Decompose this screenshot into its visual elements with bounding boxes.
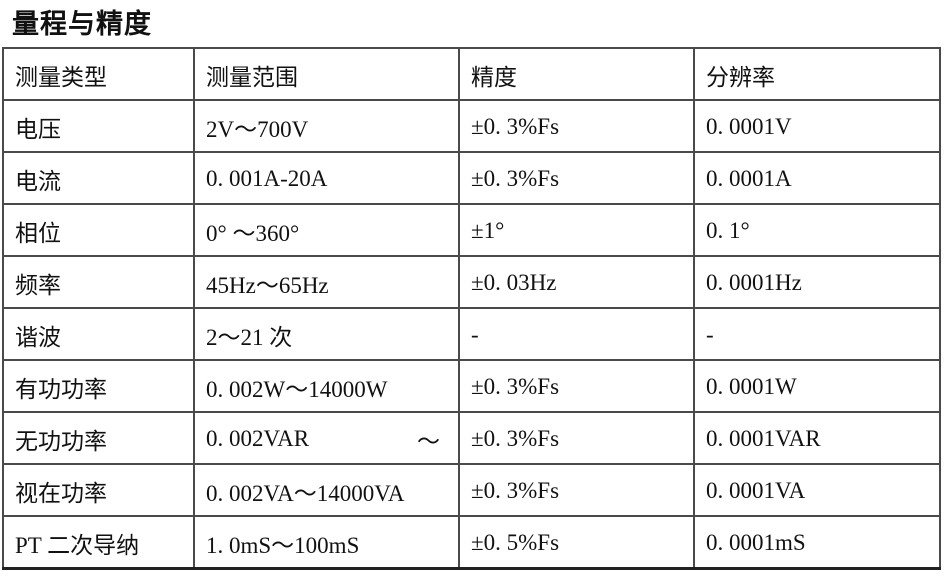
table-cell: 0. 0001W <box>693 359 941 413</box>
table-body: 电压 2V～700V ±0. 3%Fs 0. 0001V 电流 0. 001A-20A ±0… <box>2 99 941 569</box>
table-cell: 无功功率 <box>2 411 195 465</box>
table-row: PT 二次导纳 1. 0mS～100mS ±0. 5%Fs 0. 0001mS <box>2 515 941 569</box>
table-cell: 0. 002VA～14000VA <box>193 463 460 517</box>
table-cell: ±1° <box>458 203 695 257</box>
table-cell: - <box>458 307 695 361</box>
table-cell: 频率 <box>2 255 195 309</box>
table-cell: - <box>693 307 941 361</box>
table-cell: PT 二次导纳 <box>2 515 195 569</box>
table-row: 频率 45Hz～65Hz ±0. 03Hz 0. 0001Hz <box>2 255 941 309</box>
table-cell: ±0. 3%Fs <box>458 411 695 465</box>
table-row: 有功功率 0. 002W～14000W ±0. 3%Fs 0. 0001W <box>2 359 941 413</box>
table-header-row: 测量类型 测量范围 精度 分辨率 <box>2 47 941 101</box>
table-cell: 相位 <box>2 203 195 257</box>
table-row: 谐波 2～21 次-- <box>2 307 941 361</box>
table-cell: 0. 0001V <box>693 99 941 153</box>
table-cell: 0. 002W～14000W <box>193 359 460 413</box>
table-row: 电压 2V～700V ±0. 3%Fs 0. 0001V <box>2 99 941 153</box>
range-accuracy-table: 测量类型 测量范围 精度 分辨率 电压 2V～700V ±0. 3%Fs 0. 0001V 电… <box>2 47 941 570</box>
column-header: 测量范围 <box>193 47 460 101</box>
table-cell: 0. 1° <box>693 203 941 257</box>
column-header: 分辨率 <box>693 47 941 101</box>
table-row: 相位 0° ～360° ±1° 0. 1° <box>2 203 941 257</box>
page-title: 量程与精度 <box>12 9 152 39</box>
table-cell: 45Hz～65Hz <box>193 255 460 309</box>
table-cell: 2～21 次 <box>193 307 460 361</box>
table-cell: ±0. 3%Fs <box>458 151 695 205</box>
table-cell: ±0. 3%Fs <box>458 359 695 413</box>
table-cell: 电压 <box>2 99 195 153</box>
table-cell: 0. 002VAR ～ <box>193 411 460 465</box>
table-cell: 0. 0001mS <box>693 515 941 569</box>
column-header: 测量类型 <box>2 47 195 101</box>
table-cell: ±0. 3%Fs <box>458 463 695 517</box>
split-cell-right: ～ <box>417 429 440 454</box>
table-cell: 视在功率 <box>2 463 195 517</box>
table-cell: 谐波 <box>2 307 195 361</box>
table-cell: ±0. 3%Fs <box>458 99 695 153</box>
table-cell: ±0. 03Hz <box>458 255 695 309</box>
table-cell: 2V～700V <box>193 99 460 153</box>
table-cell: 电流 <box>2 151 195 205</box>
table-row: 电流 0. 001A-20A ±0. 3%Fs 0. 0001A <box>2 151 941 205</box>
split-cell-left: 0. 002VAR <box>206 426 310 451</box>
table-cell: 0. 0001Hz <box>693 255 941 309</box>
column-header: 精度 <box>458 47 695 101</box>
table-cell: 0. 0001VA <box>693 463 941 517</box>
table-cell: ±0. 5%Fs <box>458 515 695 569</box>
table-cell: 0° ～360° <box>193 203 460 257</box>
split-cell: 0. 002VAR ～ <box>206 422 454 456</box>
table-cell: 有功功率 <box>2 359 195 413</box>
table-cell: 0. 001A-20A <box>193 151 460 205</box>
table-row: 视在功率 0. 002VA～14000VA ±0. 3%Fs 0. 0001VA <box>2 463 941 517</box>
table-cell: 0. 0001VAR <box>693 411 941 465</box>
table-row: 无功功率 0. 002VAR ～ ±0. 3%Fs 0. 0001VAR <box>2 411 941 465</box>
table-cell: 0. 0001A <box>693 151 941 205</box>
table-cell: 1. 0mS～100mS <box>193 515 460 569</box>
